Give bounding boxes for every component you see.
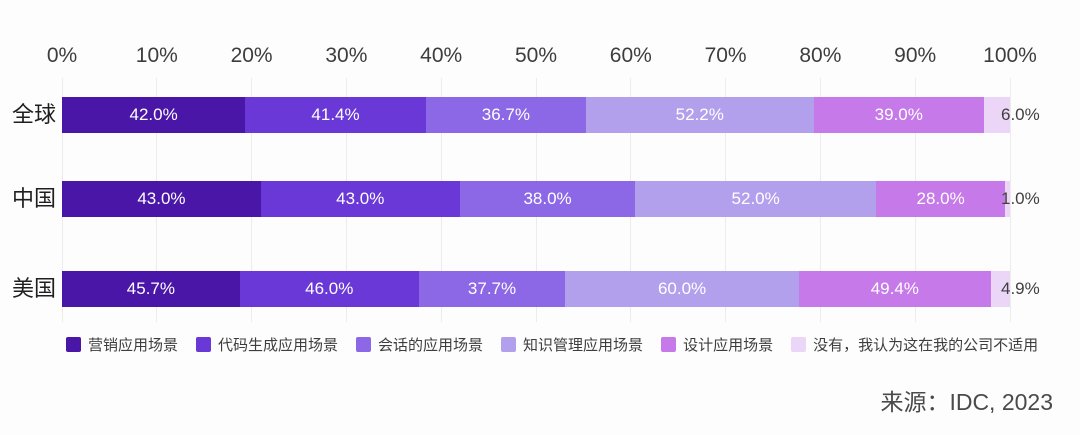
row-label: 全球: [11, 102, 56, 127]
bar-segment: 37.7%: [418, 271, 566, 307]
bar-row: 全球 42.0% 41.4% 36.7% 52.2% 39.0% 6.0%: [0, 97, 1080, 133]
bar-segment: 36.7%: [425, 97, 586, 133]
gridline: [1009, 78, 1011, 322]
legend-item: 营销应用场景: [66, 334, 178, 355]
segment-label: 38.0%: [523, 189, 572, 208]
row-label: 中国: [11, 186, 56, 211]
legend-item: 没有，我认为这在我的公司不适用: [791, 334, 1038, 355]
x-axis: 0% 10% 20% 30% 40% 50% 60% 70% 80% 90% 100%: [47, 44, 1037, 70]
legend: 营销应用场景 代码生成应用场景 会话的应用场景 知识管理应用场景 设计应用场景 没有，我认…: [66, 334, 1046, 355]
bar-segment: 41.4%: [245, 97, 426, 133]
legend-item: 设计应用场景: [661, 334, 773, 355]
legend-swatch: [501, 337, 517, 352]
legend-item: 会话的应用场景: [356, 334, 483, 355]
bar-segment: 43.0%: [260, 181, 460, 217]
bar-segment: [1005, 181, 1010, 217]
segment-label: 43.0%: [336, 189, 385, 208]
row-label: 美国: [11, 276, 56, 301]
segment-label: 28.0%: [916, 189, 965, 208]
bar-segment: 28.0%: [875, 181, 1006, 217]
bar-segment: 46.0%: [239, 271, 419, 307]
legend-label: 营销应用场景: [88, 337, 179, 354]
tick-label: 0%: [46, 44, 78, 67]
segment-label: 46.0%: [305, 279, 354, 298]
bar-segment: 49.4%: [798, 271, 991, 307]
bar-row: 中国 43.0% 43.0% 38.0% 52.0% 28.0% 1.0%: [0, 181, 1080, 217]
legend-swatch: [791, 337, 807, 352]
segment-label: 52.0%: [731, 189, 780, 208]
legend-item: 知识管理应用场景: [501, 334, 643, 355]
legend-label: 会话的应用场景: [378, 337, 484, 354]
bar-segment: 45.7%: [62, 271, 240, 307]
legend-swatch: [66, 337, 81, 352]
segment-label: 4.9%: [1001, 279, 1040, 298]
tick-label: 60%: [609, 44, 652, 67]
segment-label: 60.0%: [657, 279, 707, 298]
bar-row: 美国 45.7% 46.0% 37.7% 60.0% 49.4% 4.9%: [0, 271, 1080, 307]
tick-label: 100%: [983, 44, 1037, 67]
segment-label: 43.0%: [137, 189, 186, 208]
tick-label: 10%: [135, 44, 178, 67]
bar-segment: 42.0%: [62, 97, 246, 133]
tick-label: 20%: [230, 44, 273, 67]
tick-label: 50%: [514, 44, 558, 67]
segment-label: 6.0%: [1001, 105, 1040, 124]
legend-swatch: [356, 337, 372, 352]
bar-segment: 52.0%: [635, 181, 876, 217]
bar-segment: [983, 97, 1010, 133]
segment-label: 37.7%: [467, 279, 517, 298]
bar-segment: 38.0%: [459, 181, 636, 217]
tick-label: 30%: [325, 44, 368, 67]
bar-segment: 39.0%: [813, 97, 984, 133]
segment-label: 39.0%: [874, 105, 923, 124]
stacked-bar: 45.7% 46.0% 37.7% 60.0% 49.4% 4.9%: [62, 271, 1040, 307]
segment-label: 1.0%: [1001, 189, 1040, 208]
legend-label: 没有，我认为这在我的公司不适用: [813, 337, 1039, 354]
source-note: 来源：IDC, 2023: [880, 389, 1053, 415]
legend-label: 代码生成应用场景: [218, 337, 339, 354]
bar-segment: 52.2%: [585, 97, 814, 133]
segment-label: 36.7%: [481, 105, 530, 124]
legend-label: 知识管理应用场景: [523, 337, 644, 354]
segment-label: 41.4%: [311, 105, 360, 124]
tick-label: 70%: [704, 44, 747, 67]
segment-label: 49.4%: [870, 279, 919, 298]
legend-item: 代码生成应用场景: [196, 334, 338, 355]
stacked-bar: 43.0% 43.0% 38.0% 52.0% 28.0% 1.0%: [62, 181, 1040, 217]
legend-swatch: [661, 337, 677, 352]
segment-label: 52.2%: [675, 105, 724, 124]
legend-label: 设计应用场景: [683, 337, 774, 354]
bar-segment: 43.0%: [62, 181, 261, 217]
segment-label: 45.7%: [126, 279, 175, 298]
tick-label: 40%: [420, 44, 463, 67]
tick-label: 90%: [894, 44, 937, 67]
legend-swatch: [196, 337, 212, 352]
bar-segment: [990, 271, 1010, 307]
stacked-bar: 42.0% 41.4% 36.7% 52.2% 39.0% 6.0%: [62, 97, 1040, 133]
tick-label: 80%: [799, 44, 842, 67]
segment-label: 42.0%: [129, 105, 178, 124]
bar-segment: 60.0%: [565, 271, 799, 307]
